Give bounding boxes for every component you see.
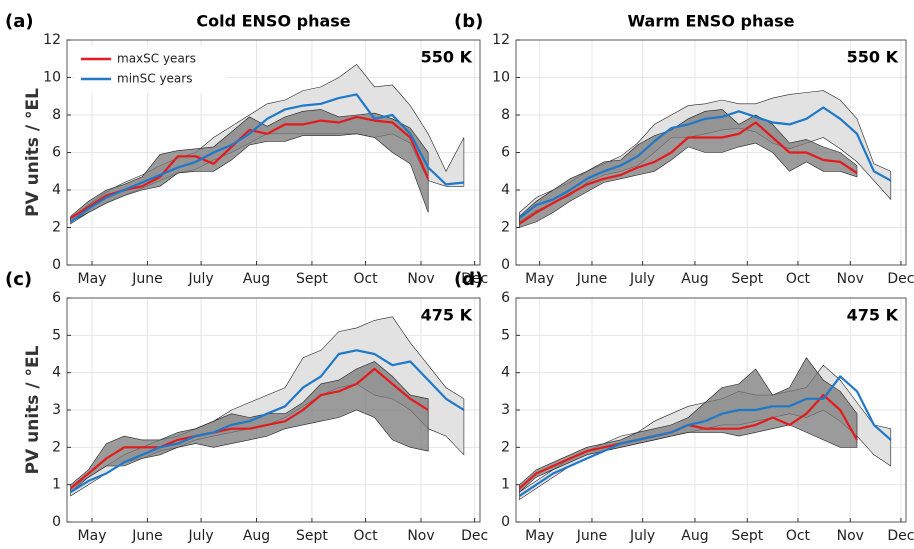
x-tick-label: Oct: [786, 271, 811, 287]
x-tick-label: Aug: [681, 528, 708, 544]
spread-band: [70, 361, 429, 493]
x-tick-label: June: [131, 528, 163, 544]
y-tick-label: 4: [501, 182, 510, 198]
level-annotation: 550 K: [847, 48, 899, 67]
x-tick-label: Nov: [837, 528, 864, 544]
y-tick-label: 8: [52, 107, 61, 123]
y-tick-label: 8: [501, 107, 510, 123]
x-tick-label: May: [78, 528, 107, 544]
axes-box: [515, 297, 907, 523]
x-tick-label: Oct: [353, 271, 378, 287]
level-annotation: 550 K: [421, 48, 473, 67]
series-line: [70, 349, 465, 494]
x-tick-label: June: [131, 271, 163, 287]
y-tick-label: 0: [501, 514, 510, 530]
y-tick-label: 1: [501, 477, 510, 493]
y-tick-label: 1: [52, 477, 61, 493]
y-tick-label: 6: [52, 290, 61, 306]
series-line: [69, 93, 465, 223]
y-tick-label: 4: [52, 365, 61, 381]
legend-box: [74, 45, 228, 93]
x-tick-label: May: [525, 528, 554, 544]
x-tick-label: July: [629, 528, 655, 544]
x-tick-label: July: [629, 271, 655, 287]
x-tick-label: July: [187, 271, 213, 287]
axes-box: [515, 39, 907, 266]
series-line: [70, 115, 430, 220]
panel-label: (d): [454, 269, 483, 290]
panel-title: Cold ENSO phase: [196, 12, 350, 31]
series-line: [518, 106, 892, 219]
y-tick-label: 2: [52, 220, 61, 236]
y-tick-label: 0: [501, 257, 510, 273]
x-tick-label: Nov: [837, 271, 864, 287]
x-tick-label: Sept: [731, 271, 763, 287]
panel-label: (a): [5, 11, 34, 32]
x-tick-label: Dec: [461, 528, 488, 544]
x-tick-label: June: [576, 271, 608, 287]
y-tick-label: 0: [52, 514, 61, 530]
x-tick-label: Sept: [296, 528, 328, 544]
x-tick-label: Oct: [353, 528, 378, 544]
y-tick-label: 5: [501, 327, 510, 343]
y-tick-label: 0: [52, 257, 61, 273]
y-axis-label: PV units / °EL: [23, 345, 43, 474]
x-tick-label: Aug: [243, 528, 270, 544]
y-axis-label: PV units / °EL: [23, 88, 43, 217]
legend-label: maxSC years: [117, 52, 196, 66]
panel-title: Warm ENSO phase: [627, 12, 794, 31]
x-tick-label: Dec: [887, 528, 914, 544]
legend-label: minSC years: [117, 72, 192, 86]
y-tick-label: 6: [501, 290, 510, 306]
x-tick-label: Sept: [731, 528, 763, 544]
y-tick-label: 2: [52, 439, 61, 455]
y-tick-label: 2: [501, 220, 510, 236]
x-tick-label: May: [525, 271, 554, 287]
x-tick-label: Dec: [887, 271, 914, 287]
y-tick-label: 2: [501, 439, 510, 455]
x-tick-label: May: [78, 271, 107, 287]
spread-band: [70, 109, 429, 223]
y-tick-label: 5: [52, 327, 61, 343]
y-tick-label: 3: [501, 402, 510, 418]
x-tick-label: Oct: [786, 528, 811, 544]
panel-label: (c): [5, 269, 32, 290]
panel-label: (b): [454, 11, 483, 32]
x-tick-label: July: [187, 528, 213, 544]
series-line: [518, 121, 858, 225]
y-tick-label: 12: [43, 32, 61, 48]
x-tick-label: June: [576, 528, 608, 544]
y-tick-label: 10: [43, 70, 61, 86]
series-line: [518, 375, 892, 497]
y-tick-label: 10: [492, 70, 510, 86]
y-tick-label: 4: [501, 365, 510, 381]
y-tick-label: 4: [52, 182, 61, 198]
x-tick-label: Dec: [461, 271, 488, 287]
y-tick-label: 12: [492, 32, 510, 48]
series-line: [69, 367, 429, 490]
x-tick-label: Aug: [243, 271, 270, 287]
x-tick-label: Nov: [407, 271, 434, 287]
x-tick-label: Nov: [407, 528, 434, 544]
level-annotation: 475 K: [421, 306, 473, 325]
axes-box: [66, 297, 481, 523]
y-tick-label: 3: [52, 402, 61, 418]
y-tick-label: 6: [52, 145, 61, 161]
axes-box: [66, 39, 481, 266]
x-tick-label: Sept: [296, 271, 328, 287]
level-annotation: 475 K: [847, 306, 899, 325]
x-tick-label: Aug: [681, 271, 708, 287]
y-tick-label: 6: [501, 145, 510, 161]
